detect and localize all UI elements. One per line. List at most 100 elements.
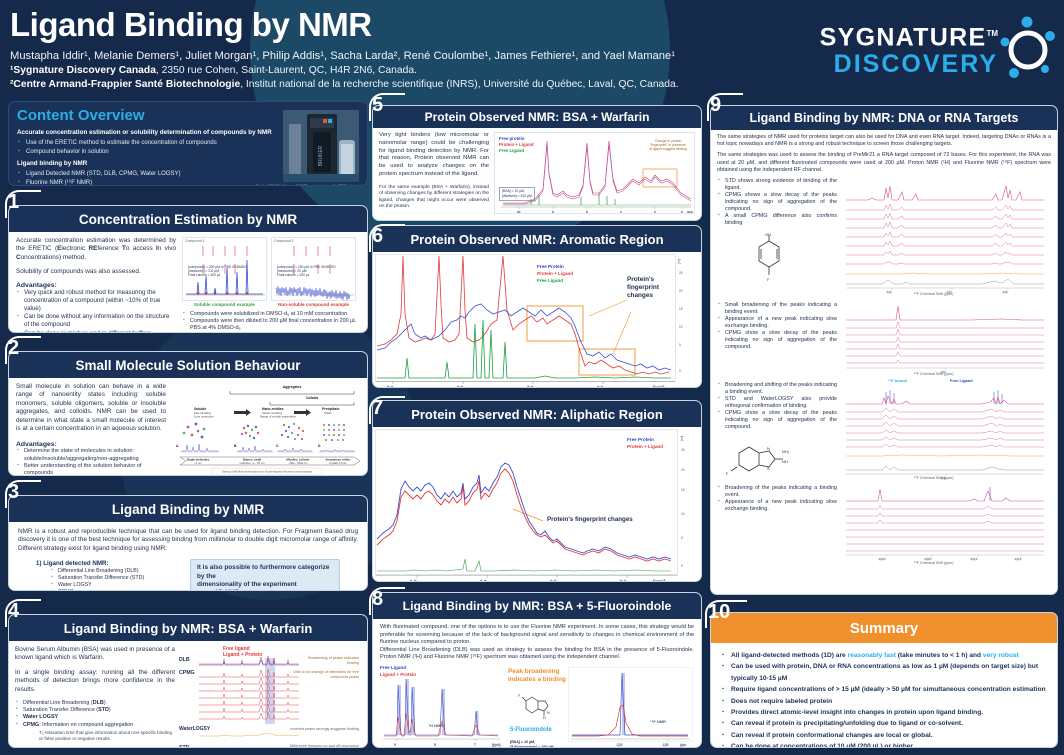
panel-4-paragraph-2: In a single binding assay: running all t… <box>15 668 175 693</box>
svg-text:5: 5 <box>679 343 681 347</box>
panel-2-advantages-title: Advantages: <box>16 441 57 449</box>
annotation-std-difference: Difference between on and off resonance … <box>289 744 359 748</box>
panel-9-axis-1: ¹⁹F Chemical Shift (ppm) <box>914 292 954 297</box>
non-soluble-caption: Non-soluble compound example <box>278 302 349 307</box>
list-item: STD shows strong evidence of binding of … <box>717 177 837 192</box>
svg-text:6: 6 <box>586 210 588 214</box>
svg-text:Aggregates: Aggregates <box>283 385 302 389</box>
legend-free-ligand: Free Ligand <box>499 148 524 153</box>
panel-6-annotation: Protein's fingerprint changes <box>627 276 659 299</box>
content-overview-subtitle-2: Ligand binding by NMR <box>17 160 88 168</box>
row-label-cpmg: CPMG <box>179 670 195 676</box>
list-item: Can reveal if protein is precipitating/u… <box>721 718 1047 730</box>
svg-text:S: S <box>767 466 770 471</box>
list-item: Provides direct atomic-level insight int… <box>721 707 1047 719</box>
peak-broadening-annotation-line-1: Peak broadening <box>508 667 560 675</box>
panel-3-body: NMR is a robust and reproducible techniq… <box>9 522 367 590</box>
conc-line: [measured] = 211 µM <box>188 269 220 273</box>
svg-text:Dimers, small: Dimers, small <box>243 458 261 462</box>
list-item: Appearance of a new peak indicating slow… <box>717 498 837 513</box>
list-item: Water LOGSY <box>15 713 175 721</box>
content-overview-title: Content Overview <box>17 107 145 124</box>
svg-text:20: 20 <box>679 289 683 293</box>
panel-5-text-column: Very tight binders (low micromolar or na… <box>379 132 489 214</box>
svg-text:1.5: 1.5 <box>410 579 417 582</box>
legend-free-ligand: Free ligand <box>223 646 250 652</box>
list-item: CPMG show a slow decay of the peaks indi… <box>717 409 837 431</box>
p1-para-d: RE <box>88 245 98 253</box>
svg-text:Solids: Solids <box>324 411 332 415</box>
panel-5-annotation-box: Change in protein "fingerprint" in prese… <box>646 137 690 154</box>
list-item: Determine the state of molecules in solu… <box>16 447 166 462</box>
panel-number-2: 2 <box>8 337 20 359</box>
compound-1-conc-box: [compound] = 200 µM in PBS 4%DMSO [measu… <box>186 264 249 278</box>
panel-aromatic-region: Protein Observed NMR: Aromatic Region Fr… <box>372 225 702 388</box>
logo-line-1-text: SYGNATURE <box>819 23 987 52</box>
svg-text:7: 7 <box>474 743 476 747</box>
svg-text:[ppm]: [ppm] <box>492 743 501 747</box>
svg-text:[ppm]: [ppm] <box>653 385 664 388</box>
panel-9-paragraph-1: The same strategies of NMR used for prot… <box>717 134 1051 148</box>
svg-text:NH: NH <box>782 459 788 464</box>
list-item: CPMG shows a slow decay of the peaks ind… <box>717 191 837 213</box>
conc-line: [compound] = 200 µM in PBS 4%DMSO <box>277 265 336 269</box>
content-overview-list-2: Ligand Detected NMR (STD, DLB, CPMG, Wat… <box>17 169 359 185</box>
panel-3-methods-column: 1) Ligand detected NMR: Differential Lin… <box>18 559 178 590</box>
svg-text:Precipitate: Precipitate <box>322 407 339 411</box>
compound-2-conc-box: [compound] = 200 µM in PBS 4%DMSO [measu… <box>275 264 338 278</box>
panel-5-body: Very tight binders (low micromolar or na… <box>373 128 701 218</box>
panel-7-annotation: Protein's fingerprint changes <box>547 516 633 523</box>
row-label-std: STD <box>179 745 190 748</box>
panel-9-spectra-2: -124 ¹⁹F Chemical Shift (ppm) <box>842 302 1051 376</box>
panel-number-1: 1 <box>8 191 20 213</box>
row-label-waterlogsy: WaterLOGSY <box>179 726 211 732</box>
summary-0-mid: (take minutes to < 1 h) and <box>895 652 983 659</box>
panel-10-title: Summary <box>849 619 919 637</box>
list-item: CPMG: Information on compound aggregatio… <box>15 721 175 729</box>
panel-1-paragraph-2: Solubility of compounds was also assesse… <box>16 268 141 276</box>
svg-text:OH: OH <box>765 233 771 237</box>
panel-dna-rna-targets: Ligand Binding by NMR: DNA or RNA Target… <box>710 105 1058 595</box>
conc-line: Final volume = 200 µL <box>277 273 310 277</box>
panel-4-methods-list: Differential Line Broadening (DLB) Satur… <box>15 699 175 729</box>
group-1-bullets: STD shows strong evidence of binding of … <box>717 177 837 227</box>
panel-4-badge-arc <box>5 599 41 627</box>
svg-text:Single molecules: Single molecules <box>187 458 210 462</box>
panel-3-title: Ligand Binding by NMR <box>111 501 265 517</box>
panel-9-group-4-text: Broadening of the peaks indicating a bin… <box>717 484 837 561</box>
list-item: Broadening of the peaks indicating a bin… <box>717 484 837 499</box>
legend-free-ligand: Free Ligand <box>537 278 564 283</box>
panel-5-concentration-box: [BSA] = 10 µM, [Warfarin] = 200 µM <box>499 186 535 201</box>
fluoroindole-structure-icon: F N H <box>518 694 550 720</box>
infobox-line-1: It is also possible to furthermore categ… <box>197 564 330 580</box>
list-item: Can be done in mixture and in different … <box>16 329 176 332</box>
affiliation-1-address: , 2350 rue Cohen, Saint-Laurent, QC, H4R… <box>155 65 417 76</box>
list-item: A small CPMG difference also confirms bi… <box>717 212 837 227</box>
p1-para-c: lectronic <box>61 245 89 253</box>
summary-0-pre: All ligand-detected methods (1D) are <box>731 652 848 659</box>
panel-6-header: Protein Observed NMR: Aromatic Region <box>373 226 701 252</box>
panel-8-header: Ligand Binding by NMR: BSA + 5-Fluoroind… <box>373 593 701 619</box>
svg-text:0.5: 0.5 <box>550 579 557 582</box>
panel-2-body: Small molecule in solution can behave in… <box>9 378 367 475</box>
logo-wordmark: SYGNATURETM DISCOVERY <box>820 20 998 78</box>
svg-text:Fast tumbling: Fast tumbling <box>194 411 211 415</box>
svg-text:8: 8 <box>434 743 436 747</box>
panel-8-concentration-box: [BSA] = 10 µM, [5-Fluoroindole] = 200 µM <box>508 738 556 747</box>
svg-text:Soluble: Soluble <box>194 407 206 411</box>
peak-broadening-annotation-line-2: indicates a binding <box>508 675 566 683</box>
fluorine-nmr-spectrum: -124 -126 ppm ¹⁹F NMR <box>568 667 693 747</box>
panel-concentration-estimation: Concentration Estimation by NMR Accurate… <box>8 205 368 333</box>
list-item: Appearance of a new peak indicating slow… <box>717 315 837 330</box>
list-item: Ligand Detected NMR (STD, DLB, CPMG, Wat… <box>17 169 359 179</box>
svg-text:C.: C. <box>276 444 279 448</box>
panel-9-group-3-text: Broadening and shifting of the peaks ind… <box>717 381 837 481</box>
list-item: Saturation Transfer Difference (STD) <box>50 574 178 582</box>
panel-9-group-2-text: Small broadening of the peaks indicating… <box>717 301 837 376</box>
panel-5-paragraph-1: Very tight binders (low micromolar or na… <box>379 132 489 177</box>
panel-9-group-2: Small broadening of the peaks indicating… <box>717 301 1051 376</box>
svg-text:-0.0: -0.0 <box>618 579 627 582</box>
panel-1-method-bullets: Compounds were solubilized in DMSO-d₆ at… <box>182 310 360 332</box>
svg-text:[rel]: [rel] <box>680 436 684 441</box>
svg-text:Opening Small Molecule Associa: Opening Small Molecule Association by a … <box>222 471 313 474</box>
